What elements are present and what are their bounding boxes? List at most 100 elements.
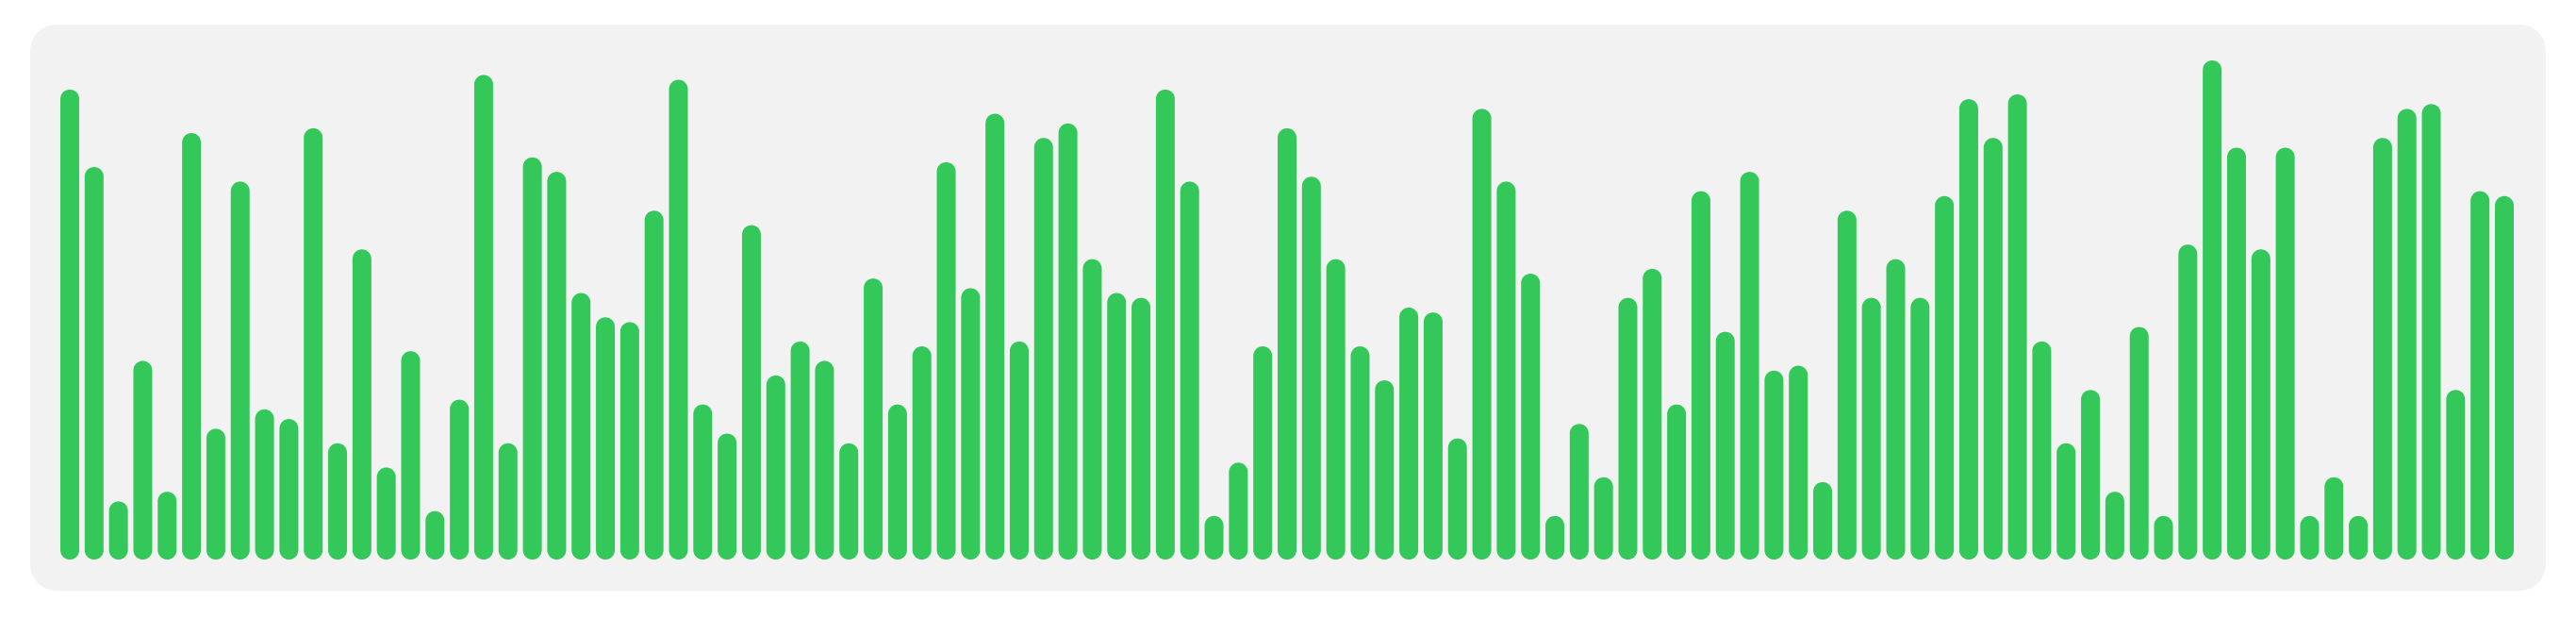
bar-67 [1667, 404, 1687, 560]
bar-96 [2372, 138, 2392, 560]
bar-64 [1593, 477, 1613, 560]
bar-37 [936, 161, 956, 560]
bar-81 [2007, 93, 2027, 560]
bar-69 [1715, 331, 1735, 560]
bar-54 [1350, 346, 1370, 560]
bar-87 [2154, 515, 2173, 560]
bar-38 [961, 288, 981, 560]
bar-15 [401, 351, 421, 560]
bar-26 [669, 79, 688, 560]
bar-55 [1375, 379, 1395, 560]
bar-49 [1229, 462, 1248, 560]
bar-65 [1618, 297, 1638, 560]
bar-42 [1058, 123, 1078, 560]
bar-86 [2129, 326, 2149, 560]
bar-32 [815, 360, 834, 560]
bar-75 [1861, 297, 1881, 560]
bar-44 [1107, 293, 1127, 560]
bar-29 [741, 225, 761, 560]
bar-28 [718, 433, 737, 560]
bar-23 [596, 317, 616, 560]
bar-41 [1033, 138, 1053, 560]
bar-62 [1545, 515, 1565, 560]
bar-27 [693, 404, 713, 560]
bar-33 [839, 443, 859, 560]
bar-46 [1155, 89, 1175, 560]
bar-51 [1278, 127, 1296, 560]
bar-25 [644, 210, 664, 560]
bar-8 [230, 181, 250, 560]
bar-100 [2470, 191, 2490, 560]
bar-82 [2032, 341, 2052, 560]
bar-84 [2081, 390, 2101, 560]
bar-14 [376, 467, 396, 560]
bar-88 [2178, 244, 2198, 560]
bar-101 [2495, 195, 2514, 560]
bar-22 [571, 293, 591, 560]
bar-85 [2105, 492, 2124, 560]
bar-53 [1326, 259, 1346, 560]
bar-12 [328, 443, 348, 560]
bar-70 [1740, 172, 1759, 560]
bar-50 [1253, 346, 1273, 560]
bar-80 [1983, 138, 2003, 560]
bar-4 [133, 360, 153, 560]
bar-9 [255, 409, 274, 560]
bar-58 [1447, 438, 1467, 560]
bar-13 [352, 249, 372, 560]
bar-17 [450, 399, 470, 560]
bar-59 [1472, 109, 1492, 560]
bar-52 [1301, 176, 1321, 560]
bar-94 [2324, 477, 2344, 560]
bar-97 [2397, 109, 2417, 560]
bar-72 [1789, 365, 1808, 560]
bar-16 [425, 510, 445, 560]
bar-76 [1886, 259, 1906, 560]
bar-20 [522, 157, 542, 560]
bar-78 [1935, 195, 1955, 560]
bar-61 [1521, 273, 1541, 560]
bar-3 [108, 501, 128, 560]
bar-40 [1009, 341, 1029, 560]
bar-10 [279, 419, 299, 560]
bar-48 [1204, 515, 1224, 560]
bar-21 [547, 172, 567, 560]
bar-98 [2421, 104, 2441, 560]
bar-7 [206, 428, 225, 560]
bar-99 [2446, 390, 2466, 560]
bar-47 [1180, 181, 1199, 560]
bar-11 [304, 127, 323, 560]
bar-77 [1910, 297, 1930, 560]
bar-89 [2203, 60, 2222, 560]
bar-91 [2251, 249, 2271, 560]
bar-68 [1691, 191, 1710, 560]
bar-57 [1423, 312, 1443, 560]
bar-73 [1813, 481, 1833, 560]
bar-31 [790, 341, 810, 560]
bar-60 [1496, 181, 1516, 560]
bar-19 [498, 443, 518, 560]
bar-63 [1569, 424, 1589, 560]
bar-36 [912, 346, 932, 560]
bar-24 [619, 322, 639, 560]
bar-79 [1958, 99, 1978, 560]
bar-71 [1764, 370, 1784, 560]
bar-45 [1131, 297, 1151, 560]
bar-18 [473, 75, 493, 560]
bar-43 [1082, 259, 1102, 560]
bar-83 [2056, 443, 2076, 560]
bar-35 [887, 404, 907, 560]
bar-92 [2275, 147, 2295, 560]
bar-39 [985, 113, 1005, 560]
bar-93 [2300, 515, 2320, 560]
bar-5 [157, 492, 177, 560]
bar-90 [2226, 147, 2246, 560]
bar-34 [864, 278, 883, 560]
bar-2 [84, 166, 104, 560]
bar-56 [1399, 307, 1419, 560]
bar-1 [60, 89, 79, 560]
bar-95 [2349, 515, 2369, 560]
bar-66 [1643, 268, 1662, 560]
bar-30 [766, 375, 785, 560]
